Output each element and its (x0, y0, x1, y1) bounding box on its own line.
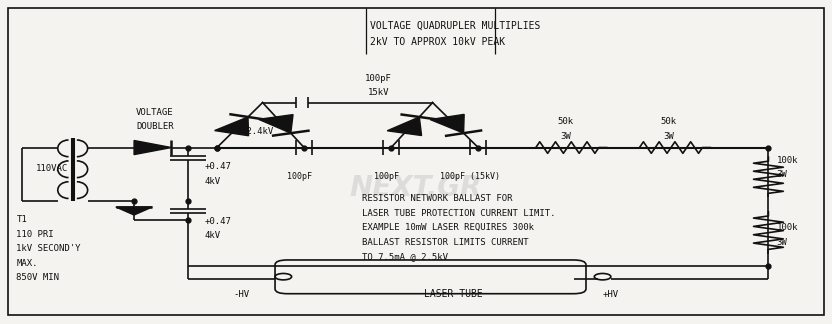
FancyBboxPatch shape (275, 260, 586, 294)
Text: 100pF: 100pF (287, 172, 312, 181)
Text: 3W: 3W (777, 238, 787, 247)
Polygon shape (259, 115, 293, 133)
Text: VOLTAGE: VOLTAGE (136, 108, 174, 117)
Text: 4kV: 4kV (205, 231, 220, 240)
Text: +2.4kV: +2.4kV (242, 127, 274, 136)
Text: MAX.: MAX. (17, 259, 37, 268)
Text: T1: T1 (17, 215, 27, 224)
Text: +0.47: +0.47 (205, 217, 231, 226)
Text: 50k: 50k (661, 117, 677, 126)
Text: VOLTAGE QUADRUPLER MULTIPLIES: VOLTAGE QUADRUPLER MULTIPLIES (370, 20, 541, 30)
Text: +HV: +HV (603, 290, 619, 299)
Text: 100pF: 100pF (365, 74, 392, 83)
Polygon shape (134, 141, 171, 155)
Text: +0.47: +0.47 (205, 162, 231, 171)
Text: LASER TUBE PROTECTION CURRENT LIMIT.: LASER TUBE PROTECTION CURRENT LIMIT. (362, 209, 556, 218)
Text: 2kV TO APPROX 10kV PEAK: 2kV TO APPROX 10kV PEAK (370, 37, 506, 47)
Text: 100pF (15kV): 100pF (15kV) (440, 172, 500, 181)
Text: 100k: 100k (777, 223, 798, 232)
Text: -HV: -HV (234, 290, 250, 299)
Text: RESISTOR NETWORK BALLAST FOR: RESISTOR NETWORK BALLAST FOR (362, 194, 513, 203)
Text: 100k: 100k (777, 156, 798, 165)
Text: 850V MIN: 850V MIN (17, 273, 59, 282)
Polygon shape (116, 207, 152, 215)
Text: 110VAC: 110VAC (37, 164, 68, 173)
Text: 50k: 50k (557, 117, 573, 126)
Text: 1kV SECOND'Y: 1kV SECOND'Y (17, 244, 81, 253)
Text: 3W: 3W (560, 132, 571, 141)
Polygon shape (430, 114, 464, 133)
Text: 4kV: 4kV (205, 177, 220, 186)
Polygon shape (215, 117, 249, 136)
Polygon shape (387, 117, 422, 135)
Text: 110 PRI: 110 PRI (17, 230, 54, 239)
Text: BALLAST RESISTOR LIMITS CURRENT: BALLAST RESISTOR LIMITS CURRENT (362, 238, 528, 247)
Text: 3W: 3W (777, 170, 787, 179)
Text: 100pF: 100pF (374, 172, 399, 181)
Text: LASER TUBE: LASER TUBE (424, 289, 483, 299)
Text: TO 7.5mA @ 2.5kV: TO 7.5mA @ 2.5kV (362, 252, 448, 261)
Text: 15kV: 15kV (368, 88, 389, 98)
Text: DOUBLER: DOUBLER (136, 122, 174, 131)
Text: 3W: 3W (664, 132, 674, 141)
Text: EXAMPLE 10mW LASER REQUIRES 300k: EXAMPLE 10mW LASER REQUIRES 300k (362, 223, 534, 232)
Text: NEXT.GR: NEXT.GR (349, 174, 483, 202)
